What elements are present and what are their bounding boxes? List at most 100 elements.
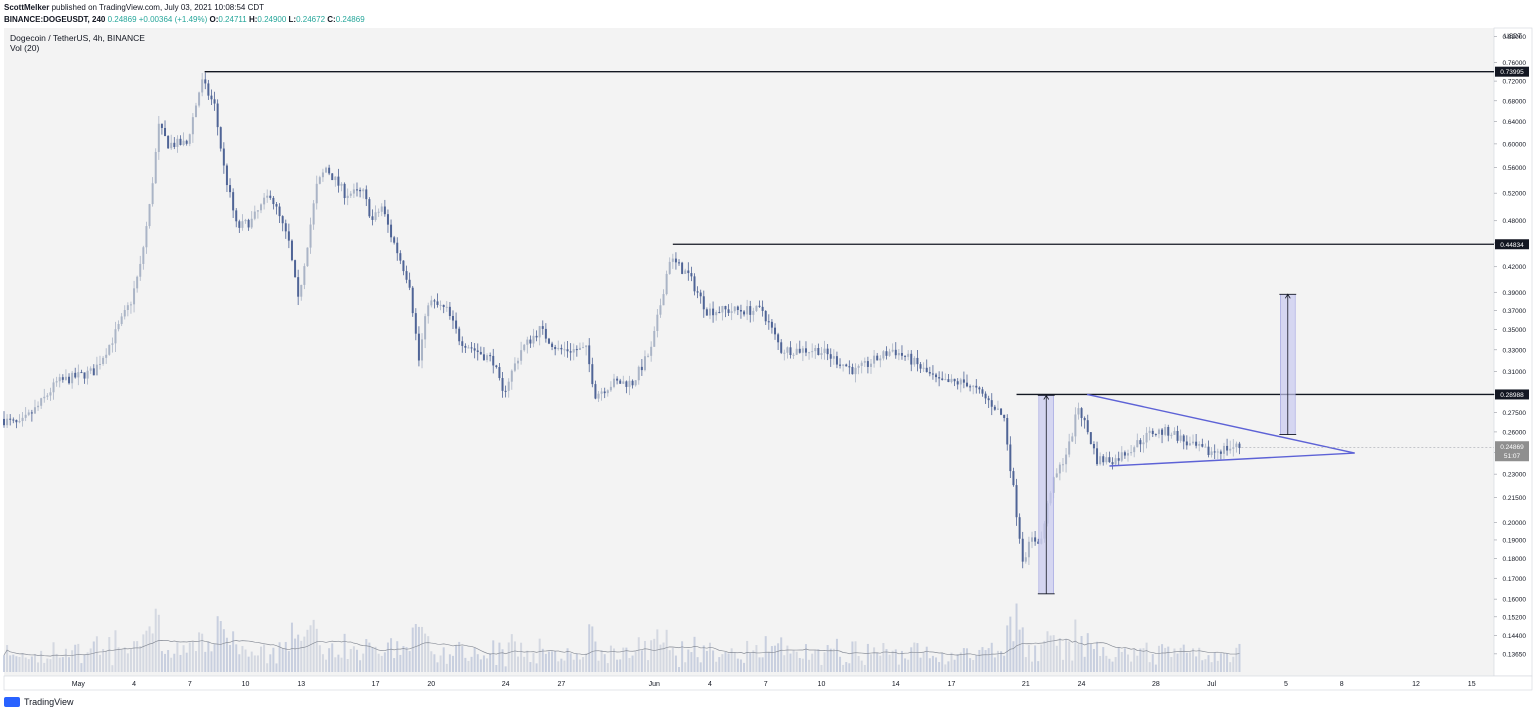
candle-body	[12, 419, 15, 421]
volume-bar	[743, 662, 746, 672]
volume-bar	[640, 650, 643, 672]
volume-bar	[139, 646, 142, 672]
volume-bar	[746, 640, 749, 672]
volume-bar	[1043, 640, 1046, 672]
price-tick-label: 0.35000	[1503, 327, 1527, 334]
candle-body	[835, 356, 838, 365]
triangle-upper-trendline	[1086, 393, 1355, 454]
candle-body	[204, 79, 207, 84]
volume-bar	[585, 653, 588, 672]
volume-bar	[30, 656, 33, 672]
volume-bar	[164, 653, 167, 672]
candle-body	[935, 374, 938, 378]
measured-move-arrowhead	[1284, 293, 1291, 299]
volume-bar	[922, 652, 925, 672]
volume-bar	[628, 658, 631, 672]
candle-body	[114, 329, 117, 344]
candle-body	[9, 418, 12, 420]
countdown-label: 51:07	[1504, 453, 1521, 460]
volume-bar	[1195, 656, 1198, 672]
volume-bar	[482, 655, 485, 672]
volume-bar	[15, 656, 18, 672]
volume-bar	[33, 653, 36, 672]
volume-bar	[879, 655, 882, 672]
candle-body	[433, 300, 436, 302]
volume-bar	[941, 653, 944, 672]
candle-body	[839, 364, 842, 366]
candle-body	[990, 400, 993, 407]
candle-body	[393, 237, 396, 243]
date-tick-label: 17	[948, 681, 956, 688]
volume-bar	[1176, 653, 1179, 672]
volume-bar	[204, 651, 207, 672]
candle-body	[424, 316, 427, 340]
volume-bar	[665, 629, 668, 672]
candle-body	[526, 339, 529, 345]
candle-body	[18, 421, 21, 423]
volume-bar	[433, 654, 436, 672]
candle-body	[1120, 452, 1123, 461]
price-tick-label: 0.33000	[1503, 347, 1527, 354]
volume-bar	[1130, 661, 1133, 672]
candle-body	[1170, 434, 1173, 436]
volume-bar	[263, 644, 266, 672]
candle-body	[560, 347, 563, 350]
volume-bar	[89, 648, 92, 672]
date-tick-label: 8	[1340, 681, 1344, 688]
volume-bar	[1192, 648, 1195, 672]
candle-body	[1034, 537, 1037, 542]
candle-body	[643, 356, 646, 371]
candle-body	[606, 390, 609, 394]
candle-body	[105, 354, 108, 358]
volume-bar	[523, 656, 526, 672]
candle-body	[461, 341, 464, 346]
candle-body	[891, 349, 894, 352]
publisher-user[interactable]: ScottMelker	[4, 3, 50, 12]
candle-body	[408, 279, 411, 288]
volume-bar	[653, 638, 656, 672]
tradingview-logo-icon[interactable]	[4, 697, 20, 707]
volume-bar	[74, 644, 77, 672]
volume-bar	[312, 619, 315, 672]
volume-bar	[368, 642, 371, 672]
candle-body	[705, 309, 708, 316]
ohlc-line: BINANCE:DOGEUSDT, 240 0.24869 +0.00364 (…	[4, 14, 365, 26]
candle-body	[281, 216, 284, 224]
candle-body	[1027, 541, 1030, 558]
candle-body	[86, 370, 89, 379]
volume-bar	[984, 650, 987, 672]
volume-bar	[526, 650, 529, 672]
candle-body	[1012, 471, 1015, 486]
candle-body	[1021, 538, 1024, 562]
volume-bar	[1027, 645, 1030, 672]
candle-body	[399, 253, 402, 261]
volume-bar	[758, 657, 761, 672]
candle-body	[668, 261, 671, 274]
symbol-line: BINANCE:DOGEUSDT, 240	[4, 15, 106, 24]
volume-bar	[795, 651, 798, 672]
volume-bar	[907, 659, 910, 672]
volume-bar	[1015, 603, 1018, 672]
volume-bar	[256, 655, 259, 672]
volume-bar	[377, 653, 380, 672]
candle-body	[882, 351, 885, 359]
candle-body	[1213, 451, 1216, 453]
candle-body	[535, 335, 538, 338]
candle-body	[37, 405, 40, 408]
candle-body	[956, 381, 959, 385]
candle-body	[33, 407, 36, 414]
candle-body	[117, 324, 120, 330]
candle-body	[823, 348, 826, 354]
footer-brand[interactable]: TradingView	[24, 697, 74, 707]
price-tick-label: 0.17000	[1503, 576, 1527, 583]
candle-body	[1015, 485, 1018, 518]
price-tick-label: 0.14400	[1503, 633, 1527, 640]
volume-bar	[1167, 646, 1170, 672]
volume-bar	[318, 645, 321, 672]
volume-bar	[98, 654, 101, 672]
candle-body	[1089, 432, 1092, 444]
price-tick-label: 0.37000	[1503, 308, 1527, 315]
volume-bar	[1216, 660, 1219, 672]
volume-bar	[1117, 647, 1120, 672]
